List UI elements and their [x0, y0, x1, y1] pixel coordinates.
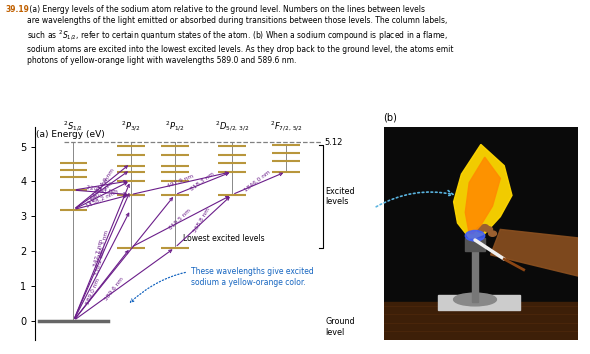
Text: Lowest excited levels: Lowest excited levels	[183, 234, 264, 244]
Ellipse shape	[489, 231, 496, 236]
Text: 342.7 nm: 342.7 nm	[93, 239, 104, 267]
Text: 616.1 nm: 616.1 nm	[90, 176, 110, 200]
Ellipse shape	[477, 227, 485, 232]
Text: (a) Energy levels of the sodium atom relative to the ground level. Numbers on th: (a) Energy levels of the sodium atom rel…	[27, 5, 453, 65]
Polygon shape	[466, 157, 500, 234]
Text: 314.9 nm: 314.9 nm	[96, 167, 116, 193]
Text: $^2P_{1/2}$: $^2P_{1/2}$	[165, 120, 185, 135]
Text: 2208.4 nm: 2208.4 nm	[86, 185, 119, 195]
Text: $^2D_{5/2,\,3/2}$: $^2D_{5/2,\,3/2}$	[215, 120, 250, 135]
Text: (a) Energy (eV): (a) Energy (eV)	[36, 130, 105, 139]
Text: 589.6 nm: 589.6 nm	[104, 276, 124, 301]
Text: 39.19: 39.19	[6, 5, 30, 14]
Text: $^2F_{7/2,\,5/2}$: $^2F_{7/2,\,5/2}$	[270, 120, 303, 135]
Polygon shape	[491, 229, 578, 276]
Text: 819.5 nm: 819.5 nm	[168, 208, 192, 231]
Text: These wavelengths give excited
sodium a yellow-orange color.: These wavelengths give excited sodium a …	[130, 268, 314, 302]
Text: 1846.0 nm: 1846.0 nm	[244, 170, 271, 193]
Text: 818.3 nm: 818.3 nm	[189, 171, 215, 192]
Text: 1138.2 nm: 1138.2 nm	[86, 191, 116, 209]
Text: $^2S_{1/2}$: $^2S_{1/2}$	[64, 120, 84, 135]
Bar	[466, 238, 485, 251]
Text: 285.3 nm: 285.3 nm	[99, 230, 110, 259]
Ellipse shape	[466, 230, 485, 241]
Ellipse shape	[485, 227, 493, 232]
Text: 330.2 nm: 330.2 nm	[94, 248, 107, 276]
Ellipse shape	[481, 225, 489, 230]
Text: 589.0 nm: 589.0 nm	[85, 278, 101, 306]
Bar	[438, 295, 520, 310]
Text: $^2P_{3/2}$: $^2P_{3/2}$	[121, 120, 140, 135]
Text: Excited
levels: Excited levels	[325, 187, 355, 206]
Polygon shape	[454, 144, 512, 238]
Text: (b): (b)	[384, 112, 398, 122]
Text: 1140.4 nm: 1140.4 nm	[87, 181, 114, 206]
Text: 497.9 nm: 497.9 nm	[166, 173, 194, 189]
Text: 568.8 nm: 568.8 nm	[192, 206, 211, 233]
Text: Ground
level: Ground level	[325, 317, 355, 337]
Bar	[472, 242, 478, 302]
Bar	[384, 302, 578, 340]
Text: 5.12: 5.12	[324, 138, 342, 147]
Ellipse shape	[454, 293, 496, 306]
